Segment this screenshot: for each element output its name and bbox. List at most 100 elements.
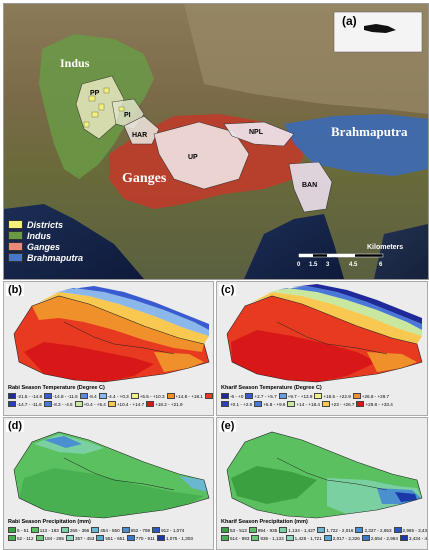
legend-item: -14.8 - -11.5: [44, 393, 78, 399]
legend-swatch: [245, 393, 254, 399]
scale-tick: 0: [297, 262, 301, 268]
legend-item: 652 - 769: [121, 527, 150, 533]
legend-swatch: [221, 535, 229, 541]
legend-label: 770 - 911: [135, 535, 155, 541]
legend-swatch: [74, 401, 83, 407]
satellite-basemap: [4, 4, 428, 279]
scale-tick: 4.5: [349, 262, 358, 268]
legend-swatch: [314, 393, 323, 399]
legend-label: +26.8 - +29.7: [361, 393, 390, 399]
legend-label: -14.7 - -11.6: [17, 401, 42, 407]
legend-item: -4.4 - +0.3: [98, 393, 129, 399]
legend-item: 912 - 1,074: [152, 527, 184, 533]
kharif-precipitation-map: (e) Kharif Season Precipitation (mm) 53 …: [216, 417, 428, 550]
legend-swatch: [126, 535, 135, 541]
legend-label: +10.4 - +14.7: [116, 401, 145, 407]
kharif-temp-legend-title: Kharif Season Temperature (Degree C): [221, 385, 322, 391]
legend-label: 894 - 935: [257, 527, 278, 533]
legend-label: -6 - +0: [230, 393, 244, 399]
legend-swatch: [399, 535, 408, 541]
legend-swatch: [248, 527, 257, 533]
panel-c-label: (c): [219, 284, 237, 296]
legend-swatch: [221, 393, 229, 399]
legend-swatch: [254, 401, 263, 407]
legend-item: 52 - 112: [8, 535, 34, 541]
legend-swatch: [323, 535, 332, 541]
legend-swatch: [279, 527, 288, 533]
legend-label: 53 - 513: [230, 527, 247, 533]
legend-item: +18.5 - +22.9: [314, 393, 351, 399]
legend-swatch: [356, 401, 365, 407]
legend-swatch: [98, 393, 107, 399]
rabi-temperature-raster: [13, 286, 210, 383]
legend-label: Districts: [27, 219, 64, 230]
legend-label: +14 - +18.4: [296, 401, 320, 407]
legend-label: 1,722 - 2,016: [326, 527, 354, 533]
legend-swatch: [146, 401, 155, 407]
legend-label: -4.4 - +0.3: [107, 393, 129, 399]
legend-label: 2,965 - 3,433: [402, 527, 428, 533]
legend-swatch: [221, 401, 229, 407]
legend-swatch: [361, 535, 370, 541]
legend-swatch: [8, 220, 23, 229]
legend-swatch: [96, 535, 105, 541]
legend-label: +18.5 - +22.9: [323, 393, 351, 399]
rabi-precip-legend-title: Rabi Season Precipitation (mm): [8, 519, 91, 525]
legend-swatch: [35, 535, 44, 541]
legend-label: 113 - 183: [39, 527, 59, 533]
legend-swatch: [221, 527, 229, 533]
legend-label: 3,434 - 4,225: [408, 535, 428, 541]
legend-swatch: [8, 401, 16, 407]
legend-swatch: [8, 253, 23, 262]
legend-item: +0.1 - +2.6: [221, 401, 252, 407]
legend-item: +5.5 - +10.3: [130, 393, 165, 399]
legend-item: 936 - 1,133: [251, 535, 284, 541]
basin-legend: Districts Indus Ganges Brahmaputra: [8, 219, 83, 263]
region-up: [153, 121, 250, 190]
legend-label: -8.3 - -4.5: [52, 401, 73, 407]
legend-item: 3,434 - 4,225: [399, 535, 428, 541]
legend-item: -21.5 - -14.8: [8, 393, 42, 399]
legend-item: -6 - +0: [221, 393, 243, 399]
legend-label: 184 - 265: [44, 535, 64, 541]
legend-item: 5 - 51: [8, 527, 29, 533]
region-up-label: UP: [188, 154, 198, 161]
kharif-precip-legend-row: 514 - 893 936 - 1,133 1,428 - 1,721 2,017 -…: [221, 535, 428, 541]
legend-swatch: [287, 401, 296, 407]
legend-item: +2.7 - +5.7: [245, 393, 277, 399]
scale-unit: Kilometers: [367, 244, 404, 251]
legend-swatch: [8, 527, 16, 533]
legend-item: 2,017 - 2,326: [323, 535, 360, 541]
legend-swatch: [8, 393, 16, 399]
legend-label: 2,654 - 2,964: [370, 535, 398, 541]
ganges-label: Ganges: [122, 171, 167, 186]
legend-item: +0.4 - +5.4: [74, 401, 106, 407]
region-pi-label: PI: [124, 112, 131, 119]
legend-label: -14.8 - -11.5: [53, 393, 78, 399]
region-pp-label: PP: [90, 90, 100, 97]
kharif-precip-legend-title: Kharif Season Precipitation (mm): [221, 519, 308, 525]
rabi-temp-legend-row: -14.7 - -11.6 -8.3 - -4.5 +0.4 - +5.4 +10.4…: [8, 401, 183, 407]
legend-item: -8.4: [79, 393, 97, 399]
legend-swatch: [107, 401, 116, 407]
legend-item: 2,965 - 3,433: [393, 527, 428, 533]
legend-swatch: [8, 242, 23, 251]
legend-label: +23 - +26.7: [330, 401, 355, 407]
legend-item: -8.3 - -4.5: [43, 401, 73, 407]
legend-label: +29.8 - +33.4: [365, 401, 393, 407]
legend-label: +0.4 - +5.4: [83, 401, 106, 407]
legend-label: 454 - 550: [100, 527, 120, 533]
legend-swatch: [285, 535, 294, 541]
rabi-temperature-map: (b) Rabi Season Temperature (Degree C) -…: [3, 281, 214, 416]
legend-item: 2,654 - 2,964: [361, 535, 398, 541]
legend-swatch: [166, 393, 175, 399]
region-har-label: HAR: [132, 132, 148, 139]
scale-tick: 6: [379, 262, 383, 268]
legend-label: +2.7 - +5.7: [254, 393, 277, 399]
legend-label: +9.7 - +13.9: [287, 393, 313, 399]
legend-item: 1,134 - 1,427: [279, 527, 315, 533]
legend-label: -8.4: [88, 393, 97, 399]
panel-e-label: (e): [219, 420, 237, 432]
legend-label: +18.2 - +21.9: [155, 401, 183, 407]
legend-item: 454 - 550: [91, 527, 120, 533]
